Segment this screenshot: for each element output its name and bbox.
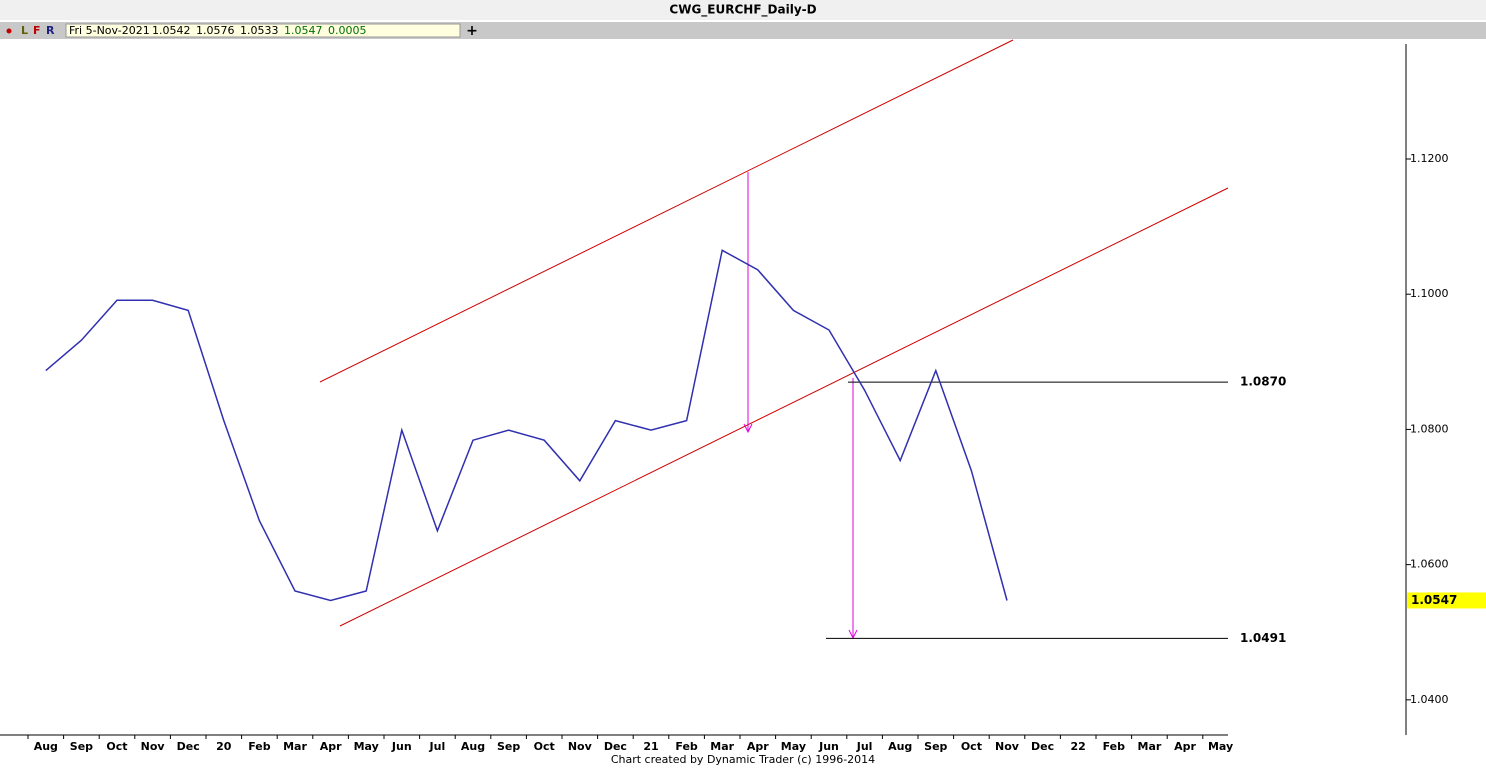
footer-credit: Chart created by Dynamic Trader (c) 1996… xyxy=(611,753,875,766)
x-tick-label: May xyxy=(1208,740,1233,753)
x-tick-label: May xyxy=(781,740,806,753)
x-tick-label: Apr xyxy=(320,740,342,753)
title-bar xyxy=(0,0,1486,20)
info-change: 0.0005 xyxy=(328,24,367,37)
x-tick-label: Jul xyxy=(429,740,446,753)
channel-lower xyxy=(339,187,1229,627)
y-tick-label: 1.0400 xyxy=(1410,693,1449,706)
last-price-box xyxy=(1407,592,1486,609)
x-tick-label: Dec xyxy=(604,740,627,753)
x-tick-label: Sep xyxy=(924,740,947,753)
info-box xyxy=(65,23,461,38)
x-tick-label: Feb xyxy=(1103,740,1126,753)
x-tick-label: Oct xyxy=(961,740,982,753)
level-label: 1.0870 xyxy=(1240,375,1286,389)
x-tick-label: Aug xyxy=(461,740,485,753)
info-open: 1.0542 xyxy=(152,24,191,37)
y-tick-label: 1.0600 xyxy=(1410,558,1449,571)
x-tick-label: Jul xyxy=(856,740,873,753)
x-tick-label: Sep xyxy=(497,740,520,753)
dot-icon xyxy=(6,28,12,34)
x-tick-label: Aug xyxy=(888,740,912,753)
channel-upper xyxy=(319,39,1014,383)
x-tick-label: 20 xyxy=(216,740,232,753)
info-low: 1.0533 xyxy=(240,24,279,37)
toolbar-button[interactable]: F xyxy=(33,24,41,37)
x-tick-label: Apr xyxy=(747,740,769,753)
x-tick-label: Nov xyxy=(568,740,593,753)
chart-title: CWG_EURCHF_Daily-D xyxy=(669,3,816,18)
level-label: 1.0491 xyxy=(1240,631,1286,645)
x-tick-label: Mar xyxy=(710,740,734,753)
x-tick-label: 21 xyxy=(643,740,658,753)
info-close: 1.0547 xyxy=(284,24,323,37)
x-tick-label: Apr xyxy=(1174,740,1196,753)
x-tick-label: Dec xyxy=(177,740,200,753)
y-tick-label: 1.1000 xyxy=(1410,287,1449,300)
x-tick-label: May xyxy=(354,740,379,753)
x-tick-label: Nov xyxy=(141,740,166,753)
info-date: Fri 5-Nov-2021 xyxy=(69,24,150,37)
add-button[interactable]: + xyxy=(466,23,478,39)
x-tick-label: Mar xyxy=(283,740,307,753)
info-high: 1.0576 xyxy=(196,24,235,37)
y-tick-label: 1.0800 xyxy=(1410,422,1449,435)
x-tick-label: Sep xyxy=(70,740,93,753)
x-tick-label: Aug xyxy=(34,740,58,753)
x-tick-label: Nov xyxy=(995,740,1020,753)
price-line xyxy=(45,249,1008,602)
x-tick-label: Dec xyxy=(1031,740,1054,753)
toolbar-button[interactable]: R xyxy=(46,24,55,37)
x-tick-label: Mar xyxy=(1138,740,1162,753)
last-price-label: 1.0547 xyxy=(1411,593,1457,607)
y-tick-label: 1.1200 xyxy=(1410,152,1449,165)
x-tick-label: 22 xyxy=(1071,740,1086,753)
x-tick-label: Jun xyxy=(818,740,839,753)
x-tick-label: Oct xyxy=(106,740,127,753)
x-tick-label: Feb xyxy=(675,740,698,753)
toolbar-button[interactable]: L xyxy=(21,24,28,37)
x-tick-label: Jun xyxy=(391,740,412,753)
arrow-head xyxy=(743,423,753,434)
x-tick-label: Oct xyxy=(534,740,555,753)
x-tick-label: Feb xyxy=(248,740,271,753)
